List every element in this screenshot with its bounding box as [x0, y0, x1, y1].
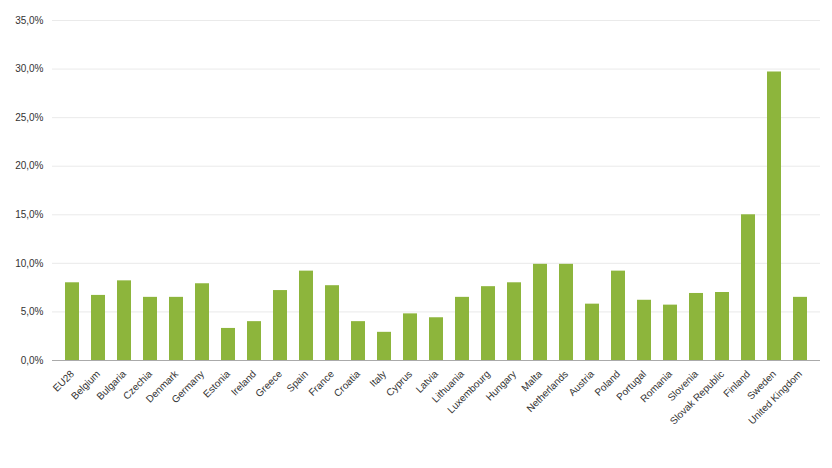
- svg-text:EU28: EU28: [50, 368, 77, 394]
- svg-text:Hungary: Hungary: [484, 368, 519, 403]
- svg-text:Czechia: Czechia: [120, 368, 155, 402]
- svg-text:35,0%: 35,0%: [15, 15, 43, 26]
- svg-text:France: France: [306, 368, 336, 398]
- svg-text:Slovenia: Slovenia: [665, 368, 701, 404]
- svg-text:Germany: Germany: [169, 368, 206, 405]
- svg-text:Netherlands: Netherlands: [524, 368, 570, 414]
- svg-text:Romania: Romania: [638, 368, 675, 405]
- svg-text:Finland: Finland: [721, 368, 753, 400]
- svg-text:10,0%: 10,0%: [15, 258, 43, 269]
- svg-text:Ireland: Ireland: [228, 368, 259, 398]
- svg-text:Bulgaria: Bulgaria: [94, 368, 129, 402]
- svg-text:Poland: Poland: [592, 368, 623, 398]
- svg-text:Malta: Malta: [519, 368, 545, 394]
- svg-text:Austria: Austria: [566, 368, 596, 398]
- svg-text:15,0%: 15,0%: [15, 209, 43, 220]
- svg-text:Denmark: Denmark: [143, 368, 181, 405]
- svg-text:25,0%: 25,0%: [15, 112, 43, 123]
- svg-text:Cyprus: Cyprus: [384, 368, 414, 398]
- svg-text:0,0%: 0,0%: [21, 355, 44, 366]
- svg-text:Luxembourg: Luxembourg: [445, 368, 492, 415]
- svg-text:Estonia: Estonia: [201, 368, 233, 400]
- svg-text:20,0%: 20,0%: [15, 160, 43, 171]
- svg-text:Spain: Spain: [284, 368, 311, 395]
- svg-text:30,0%: 30,0%: [15, 63, 43, 74]
- svg-text:Portugal: Portugal: [614, 368, 649, 403]
- svg-text:United Kingdom: United Kingdom: [746, 368, 804, 426]
- svg-text:Greece: Greece: [253, 368, 284, 399]
- svg-text:Lithuania: Lithuania: [429, 368, 467, 405]
- svg-text:Italy: Italy: [367, 368, 388, 389]
- svg-text:Croatia: Croatia: [332, 368, 363, 399]
- svg-text:5,0%: 5,0%: [21, 306, 44, 317]
- svg-text:Belgium: Belgium: [68, 368, 103, 402]
- svg-text:Sweden: Sweden: [744, 368, 779, 402]
- svg-text:Slovak Republic: Slovak Republic: [668, 368, 726, 426]
- svg-text:Latvia: Latvia: [413, 368, 441, 395]
